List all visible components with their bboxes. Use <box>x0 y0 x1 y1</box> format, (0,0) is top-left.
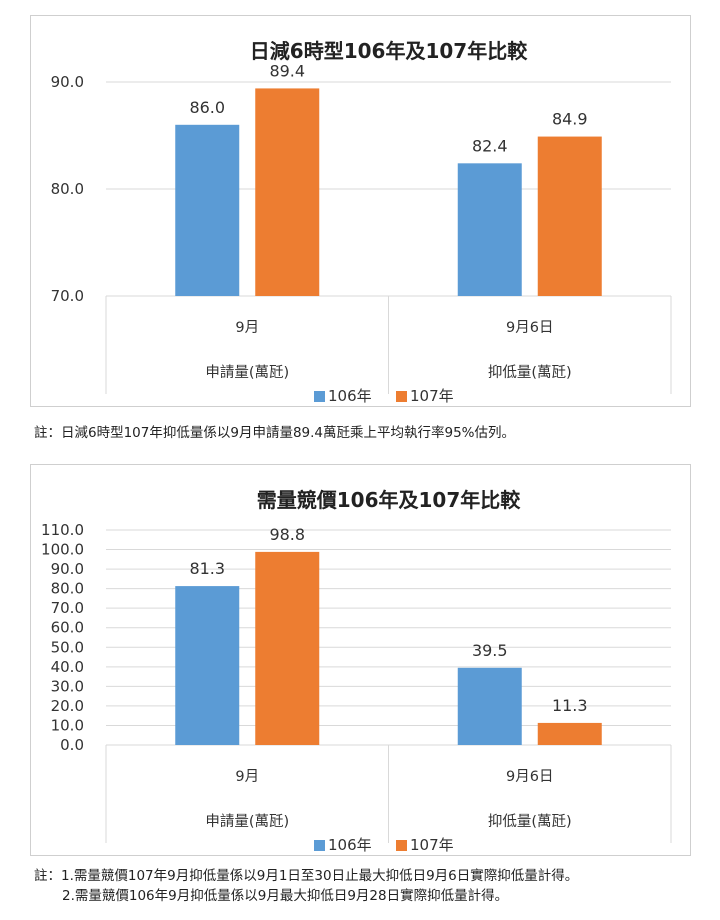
y-tick-label: 20.0 <box>51 697 84 715</box>
legend-swatch <box>396 840 407 851</box>
legend-swatch <box>396 391 407 402</box>
y-tick-label: 50.0 <box>51 638 84 656</box>
legend-swatch <box>314 840 325 851</box>
bar <box>255 551 320 745</box>
y-tick-label: 90.0 <box>51 560 84 578</box>
legend-label: 106年 <box>328 387 372 405</box>
chart-panel-demand-bidding: 需量競價106年及107年比較 0.0 10.0 20.0 30.0 40.0 50.0 60… <box>30 464 691 856</box>
data-label: 98.8 <box>269 525 305 544</box>
x-category-label: 9月6日 <box>506 320 553 336</box>
x-group-label: 申請量(萬瓩) <box>205 813 289 830</box>
data-label: 86.0 <box>189 98 225 117</box>
x-group-label: 抑低量(萬瓩) <box>488 813 572 830</box>
bar <box>175 124 240 296</box>
bar <box>255 88 320 296</box>
y-tick-label: 0.0 <box>60 736 84 754</box>
legend-swatch <box>314 391 325 402</box>
chart-note-2: 註：1.需量競價107年9月抑低量係以9月1日至30日止最大抑低日9月6日實際抑… <box>34 866 578 906</box>
x-category-label: 9月 <box>235 769 259 785</box>
chart-panel-daily-reduction: 日減6時型106年及107年比較 70.0 80.0 90.0 86.0 89.4 9月 82… <box>30 15 691 407</box>
bar <box>175 586 240 745</box>
y-tick-label: 40.0 <box>51 658 84 676</box>
y-tick-label: 60.0 <box>51 619 84 637</box>
bar <box>457 163 522 296</box>
chart-daily-reduction: 日減6時型106年及107年比較 70.0 80.0 90.0 86.0 89.4 9月 82… <box>51 39 672 405</box>
bar <box>537 136 602 296</box>
chart-demand-bidding: 需量競價106年及107年比較 0.0 10.020.0 30.040.0 50.060… <box>41 488 672 854</box>
y-tick-label: 80.0 <box>51 180 84 198</box>
chart-title: 需量競價106年及107年比較 <box>257 488 521 512</box>
y-tick-label: 110.0 <box>41 521 84 539</box>
y-tick-label: 70.0 <box>51 287 84 305</box>
y-tick-label: 80.0 <box>51 580 84 598</box>
x-category-label: 9月6日 <box>506 769 553 785</box>
data-label: 81.3 <box>189 559 225 578</box>
data-label: 82.4 <box>472 136 508 155</box>
chart-title: 日減6時型106年及107年比較 <box>250 39 528 63</box>
bar <box>457 667 522 745</box>
data-label: 84.9 <box>552 110 588 129</box>
y-tick-label: 10.0 <box>51 716 84 734</box>
y-tick-label: 90.0 <box>51 73 84 91</box>
y-tick-label: 30.0 <box>51 677 84 695</box>
bar <box>537 722 602 745</box>
legend-label: 107年 <box>410 387 454 405</box>
legend-label: 107年 <box>410 836 454 854</box>
x-category-label: 9月 <box>235 320 259 336</box>
chart-note-2-line-1: 註：1.需量競價107年9月抑低量係以9月1日至30日止最大抑低日9月6日實際抑… <box>34 868 579 884</box>
legend-label: 106年 <box>328 836 372 854</box>
y-tick-label: 70.0 <box>51 599 84 617</box>
data-label: 39.5 <box>472 641 508 660</box>
x-group-label: 抑低量(萬瓩) <box>488 364 572 381</box>
data-label: 11.3 <box>552 696 588 715</box>
x-group-label: 申請量(萬瓩) <box>205 364 289 381</box>
data-label: 89.4 <box>269 61 305 80</box>
y-tick-label: 100.0 <box>41 541 84 559</box>
chart-note-1: 註：日減6時型107年抑低量係以9月申請量89.4萬瓩乘上平均執行率95%估列。 <box>34 425 516 441</box>
chart-note-2-line-2: 2.需量競價106年9月抑低量係以9月最大抑低日9月28日實際抑低量計得。 <box>62 888 509 904</box>
